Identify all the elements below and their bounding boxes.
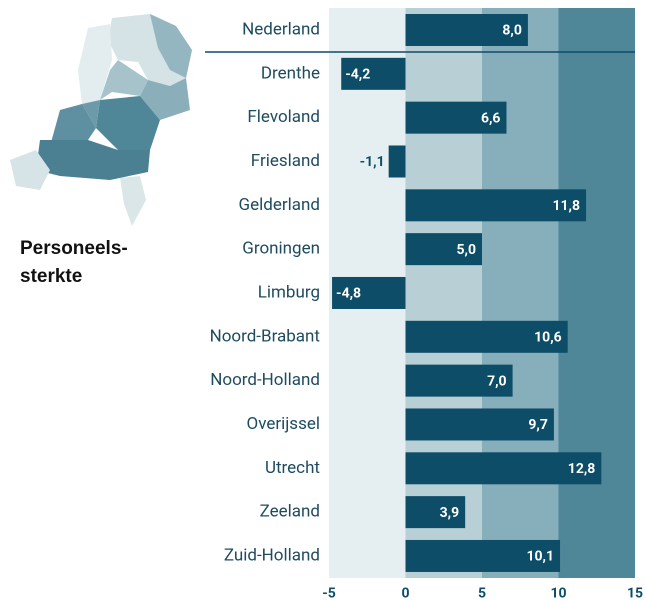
category-label: Noord-Holland xyxy=(210,370,320,390)
category-label: Nederland xyxy=(242,19,320,39)
bar xyxy=(405,233,482,266)
bar xyxy=(405,320,568,353)
bar xyxy=(405,452,602,485)
value-label: 7,0 xyxy=(487,373,507,389)
value-label: 3,9 xyxy=(440,505,460,521)
category-label: Noord-Brabant xyxy=(210,326,320,346)
category-label: Zuid-Holland xyxy=(224,545,320,565)
category-label: Overijssel xyxy=(247,414,321,434)
bar xyxy=(405,496,466,529)
value-label: 8,0 xyxy=(502,23,522,39)
bar xyxy=(388,145,406,178)
value-label: 9,7 xyxy=(528,417,548,433)
bar xyxy=(405,189,587,222)
category-label: Friesland xyxy=(251,151,320,171)
value-label: -4,8 xyxy=(336,286,361,302)
bar xyxy=(332,276,406,309)
chart-title: Personeels- sterkte xyxy=(20,238,128,287)
band xyxy=(405,8,482,578)
category-label: Flevoland xyxy=(247,107,320,127)
bar xyxy=(405,539,561,572)
x-tick-label: -5 xyxy=(322,586,336,601)
category-label: Groningen xyxy=(242,239,320,259)
value-label: 5,0 xyxy=(456,242,476,258)
bar xyxy=(405,101,507,134)
value-label: 6,6 xyxy=(481,110,501,126)
value-label: 12,8 xyxy=(568,461,596,477)
band xyxy=(482,8,559,578)
bar xyxy=(341,57,406,90)
bar xyxy=(405,364,513,397)
x-tick-label: 5 xyxy=(478,586,486,601)
band xyxy=(558,8,635,578)
value-label: -1,1 xyxy=(360,154,385,170)
category-label: Limburg xyxy=(258,282,320,302)
value-label: -4,2 xyxy=(345,67,370,83)
x-tick-label: 0 xyxy=(401,586,409,601)
category-label: Gelderland xyxy=(239,195,320,215)
bar xyxy=(405,14,528,46)
category-label: Drenthe xyxy=(261,63,320,83)
x-tick-label: 15 xyxy=(627,586,643,601)
map-icon xyxy=(10,14,192,226)
category-label: Utrecht xyxy=(265,458,320,478)
bar xyxy=(405,408,554,441)
value-label: 10,1 xyxy=(526,549,554,565)
value-label: 11,8 xyxy=(552,198,580,214)
category-label: Zeeland xyxy=(260,502,320,522)
x-tick-label: 10 xyxy=(550,586,566,601)
value-label: 10,6 xyxy=(534,330,562,346)
